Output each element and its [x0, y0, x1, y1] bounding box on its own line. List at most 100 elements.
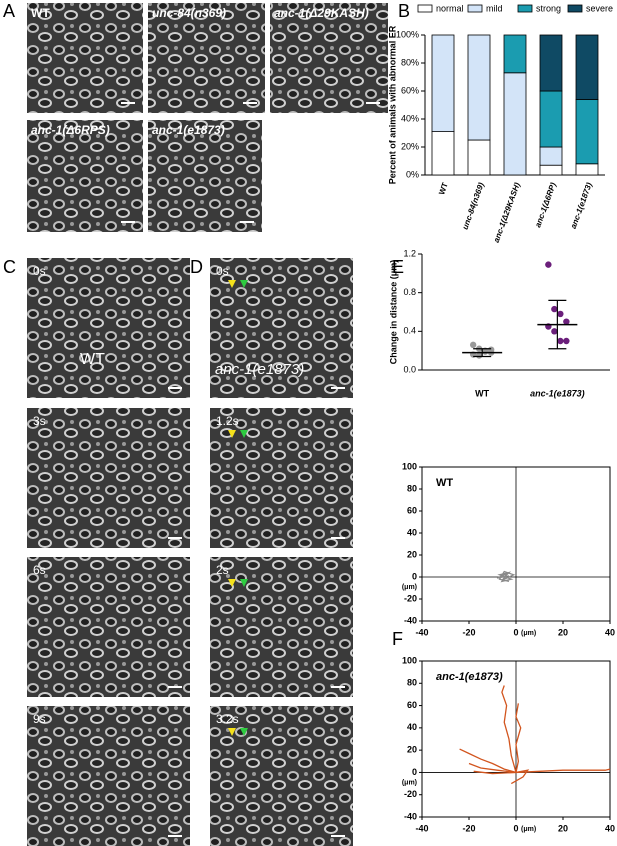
panel-letter: F: [392, 629, 403, 649]
x-unit: (μm): [521, 826, 536, 833]
time-label: 9s: [33, 712, 46, 726]
data-point: [557, 310, 564, 318]
plot-title: anc-1(e1873): [436, 671, 503, 683]
time-label: 3.2s: [216, 712, 239, 726]
x-tick-label: 0: [513, 627, 518, 637]
y-tick-label: -20: [404, 789, 417, 799]
y-axis-label: Percent of animals with abnormal ER: [387, 25, 397, 184]
legend-swatch: [467, 4, 483, 13]
x-tick-label: 20: [558, 627, 568, 637]
bar-segment: [575, 34, 599, 100]
arrowhead: [240, 579, 248, 587]
data-point: [563, 337, 570, 345]
y-tick-label: 0.4: [403, 326, 416, 336]
y-tick-label: 60: [407, 700, 417, 710]
y-tick-label: 0: [412, 767, 417, 777]
y-tick-label: 0.0: [403, 364, 416, 374]
bar-segment: [575, 163, 599, 176]
data-point: [545, 261, 552, 268]
legend-label: strong: [536, 3, 561, 13]
y-tick-label: 40%: [401, 113, 419, 123]
track: [515, 703, 522, 773]
micrograph: [210, 408, 353, 548]
time-label: 2s: [216, 563, 229, 577]
data-point: [469, 341, 477, 349]
y-unit: (μm): [402, 779, 417, 786]
arrowhead: [228, 280, 236, 288]
track: [515, 768, 611, 774]
track: [468, 762, 517, 774]
bar-segment: [539, 90, 563, 148]
image-label: anc-1(Δ6RPS): [31, 123, 110, 137]
y-tick-label: 100: [402, 461, 417, 471]
x-tick-label: 40: [605, 823, 615, 833]
arrowhead: [240, 728, 248, 736]
time-label: 6s: [33, 563, 46, 577]
track: [501, 685, 517, 773]
track: [459, 748, 517, 774]
arrowhead: [228, 430, 236, 438]
y-tick-label: 40: [407, 722, 417, 732]
x-tick-label: anc-1(e1873): [530, 388, 585, 398]
y-tick-label: 80: [407, 678, 417, 688]
bar-segment: [467, 34, 491, 141]
genotype-label: WT: [80, 351, 105, 368]
panel-letter: B: [398, 1, 410, 21]
bar-segment: [575, 99, 599, 165]
bar-segment: [503, 72, 527, 176]
micrograph: [27, 258, 190, 398]
y-tick-label: 0.8: [403, 287, 416, 297]
image-label: anc-1(Δ29KASH): [274, 6, 369, 20]
x-tick-label: anc-1(Δ6RP): [533, 181, 558, 229]
x-tick-label: WT: [437, 181, 450, 196]
y-tick-label: 0: [412, 571, 417, 581]
panel-letter: A: [3, 1, 15, 21]
y-tick-label: 60: [407, 505, 417, 515]
data-point: [557, 337, 564, 345]
x-tick-label: -20: [462, 823, 475, 833]
legend-swatch: [567, 4, 583, 13]
x-tick-label: WT: [475, 388, 489, 398]
track: [498, 570, 516, 583]
y-tick-label: 100: [402, 655, 417, 665]
micrograph: [27, 120, 143, 232]
micrograph: [210, 706, 353, 846]
plot-title: WT: [436, 477, 453, 489]
arrowhead: [240, 430, 248, 438]
data-point: [563, 318, 570, 325]
bar-segment: [503, 34, 527, 74]
y-tick-label: -20: [404, 593, 417, 603]
time-label: 3s: [33, 414, 46, 428]
x-tick-label: -20: [462, 627, 475, 637]
micrograph: [148, 120, 262, 232]
time-label: 1.2s: [216, 414, 239, 428]
x-tick-label: unc-84(n369): [461, 181, 486, 231]
micrograph: [210, 557, 353, 697]
image-label: anc-1(e1873): [152, 123, 225, 137]
arrowhead: [228, 579, 236, 587]
panel-letter: C: [3, 257, 16, 277]
track: [473, 770, 517, 775]
legend-label: severe: [586, 3, 613, 13]
x-unit: (μm): [521, 630, 536, 637]
micrograph: [27, 706, 190, 846]
image-label: unc-84(n369): [152, 6, 226, 20]
y-tick-label: 100%: [396, 29, 419, 39]
genotype-label: anc-1(e1873): [215, 361, 304, 378]
x-tick-label: anc-1(Δ29KASH): [492, 181, 522, 244]
bar-segment: [539, 34, 563, 92]
data-point: [481, 348, 489, 355]
y-tick-label: 80: [407, 483, 417, 493]
x-tick-label: 20: [558, 823, 568, 833]
y-tick-label: 80%: [401, 57, 419, 67]
bar-segment: [467, 139, 491, 176]
y-tick-label: -40: [404, 811, 417, 821]
y-tick-label: 0%: [406, 169, 419, 179]
y-unit: (μm): [402, 584, 417, 591]
y-axis-label: Change in distance (μm): [388, 260, 398, 365]
y-tick-label: 40: [407, 527, 417, 537]
y-tick-label: -40: [404, 615, 417, 625]
legend-label: normal: [436, 3, 464, 13]
panel-letter: D: [190, 257, 203, 277]
